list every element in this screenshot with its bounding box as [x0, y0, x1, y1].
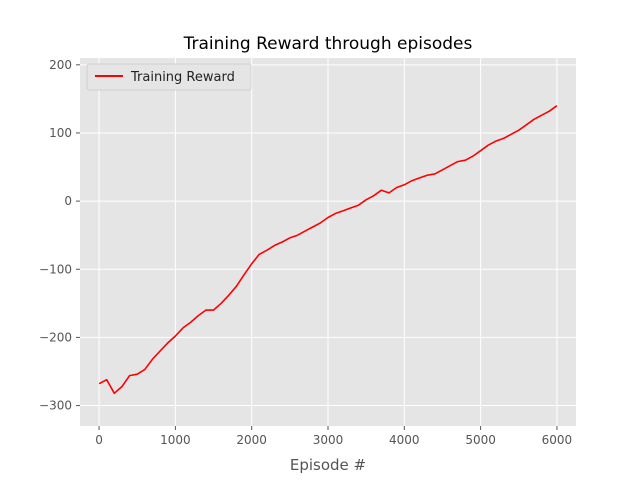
legend-box: [86, 63, 252, 91]
y-tick-label: −100: [39, 262, 72, 276]
series-line-training-reward: [98, 105, 558, 395]
y-tick-label: 200: [49, 58, 72, 72]
y-axis-ticks: −300 −200 −100 0 100 200: [39, 58, 80, 413]
legend-label: Training Reward: [130, 70, 235, 85]
chart-title: Training Reward through episodes: [183, 34, 473, 54]
x-tick-label: 1000: [160, 433, 191, 447]
x-tick-label: 0: [95, 433, 103, 447]
x-tick-label: 4000: [389, 433, 420, 447]
x-tick-label: 6000: [542, 433, 573, 447]
grid: [80, 58, 576, 426]
x-tick-label: 3000: [313, 433, 344, 447]
y-tick-label: 100: [49, 126, 72, 140]
y-tick-label: 0: [64, 194, 72, 208]
x-axis-ticks: 0 1000 2000 3000 4000 5000 6000: [95, 426, 572, 447]
series-group: [98, 105, 558, 395]
x-tick-label: 5000: [465, 433, 496, 447]
y-tick-label: −200: [39, 330, 72, 344]
legend: Training Reward: [86, 63, 252, 91]
x-tick-label: 2000: [236, 433, 267, 447]
x-axis-label: Episode #: [290, 456, 366, 474]
y-tick-label: −300: [39, 399, 72, 413]
